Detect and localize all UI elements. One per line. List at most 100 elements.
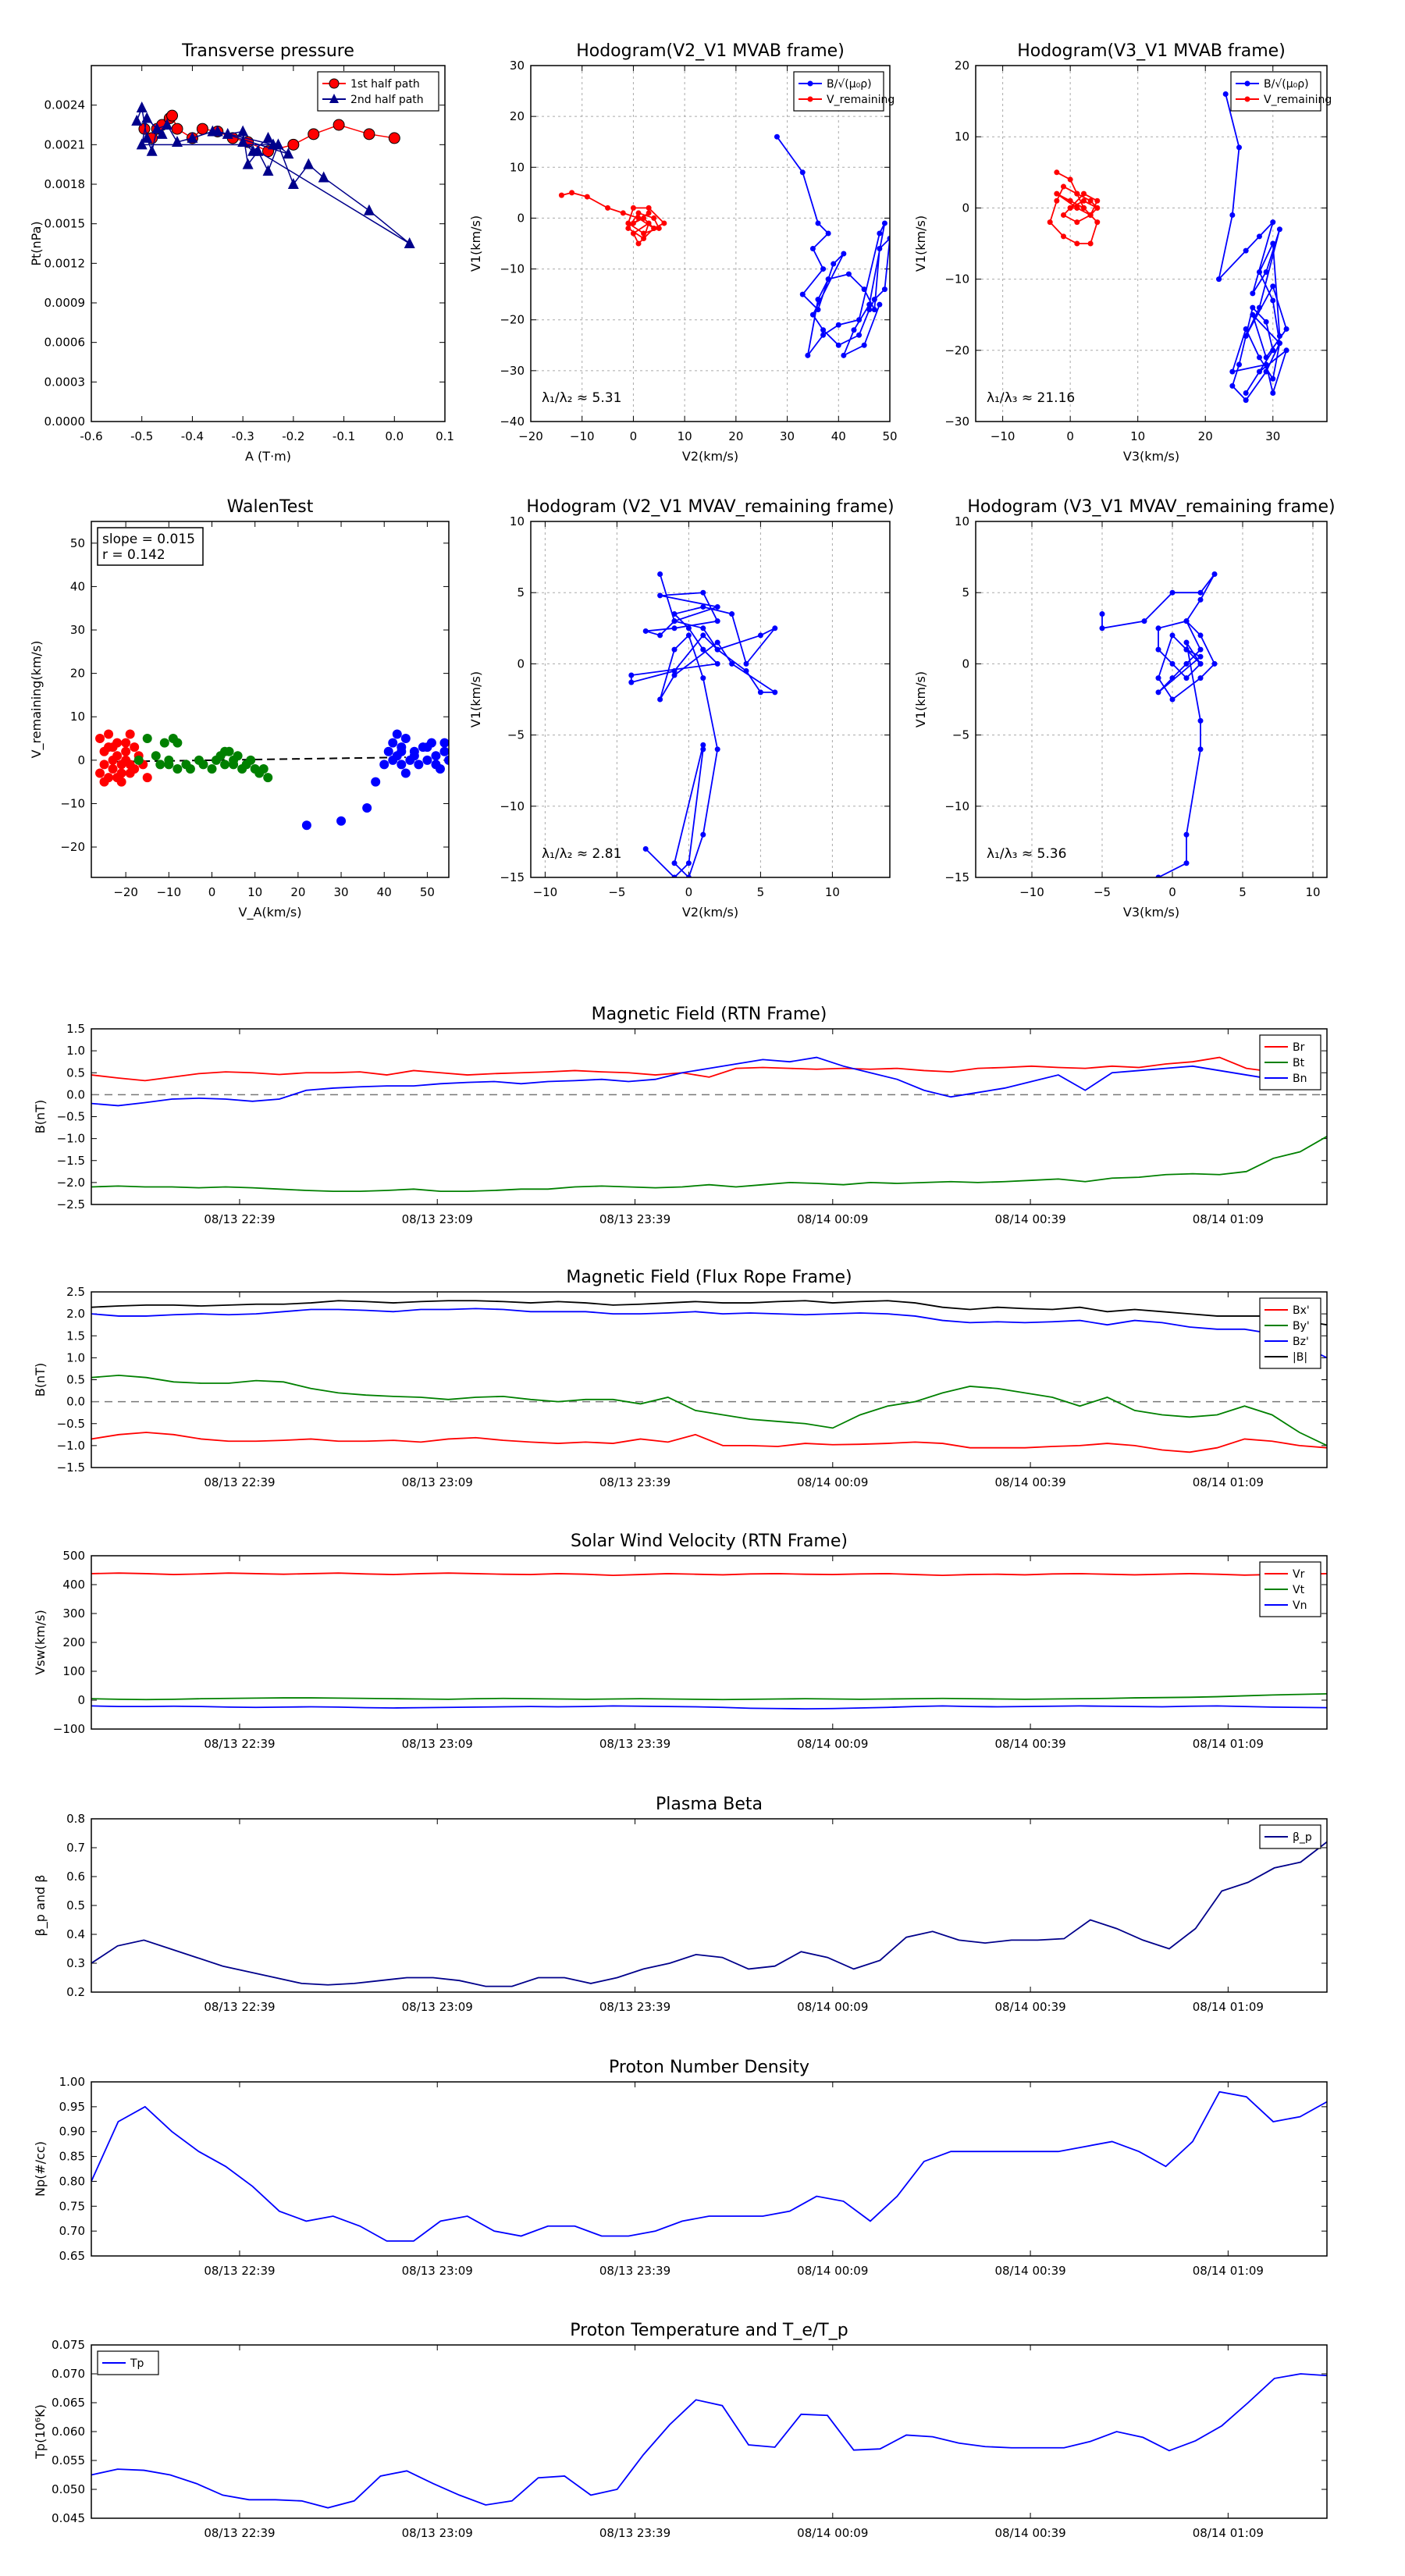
data-point bbox=[714, 618, 720, 624]
data-point bbox=[130, 742, 140, 753]
data-point bbox=[1169, 660, 1176, 667]
data-point bbox=[656, 225, 662, 231]
legend-label: B/√(μ₀ρ) bbox=[827, 78, 872, 91]
y-tick-label: 0.0021 bbox=[44, 137, 86, 151]
x-tick-label: 0 bbox=[1168, 885, 1176, 899]
annotation-text: r = 0.142 bbox=[102, 547, 165, 563]
data-point bbox=[881, 286, 887, 293]
data-point bbox=[1099, 611, 1105, 617]
chart-title: Plasma Beta bbox=[656, 1795, 763, 1814]
legend-label: Vr bbox=[1293, 1568, 1305, 1581]
chart-title: Hodogram (V3_V1 MVAV_remaining frame) bbox=[967, 497, 1335, 517]
data-point bbox=[700, 625, 706, 632]
x-tick-label: −10 bbox=[991, 429, 1016, 443]
data-point bbox=[1074, 219, 1080, 226]
x-tick-label: 10 bbox=[678, 429, 692, 443]
data-point bbox=[1270, 375, 1276, 382]
data-point bbox=[1243, 397, 1249, 404]
y-axis-label: Np(#/cc) bbox=[33, 2141, 48, 2197]
data-point bbox=[212, 125, 223, 137]
data-point bbox=[657, 696, 663, 703]
y-tick-label: −10 bbox=[60, 796, 85, 810]
data-point bbox=[851, 327, 857, 333]
x-tick-label: 08/14 00:09 bbox=[797, 1212, 868, 1226]
data-point bbox=[646, 220, 652, 226]
data-point bbox=[856, 332, 863, 338]
plot-frame bbox=[91, 65, 446, 422]
data-point bbox=[700, 646, 706, 653]
y-tick-label: 40 bbox=[70, 579, 85, 593]
data-point bbox=[333, 119, 345, 131]
y-tick-label: 0.6 bbox=[66, 1870, 85, 1884]
y-tick-label: 0.075 bbox=[52, 2338, 85, 2352]
chart-title: Hodogram (V2_V1 MVAV_remaining frame) bbox=[526, 497, 894, 517]
plot-frame bbox=[530, 65, 891, 422]
x-tick-label: 08/14 00:09 bbox=[797, 1475, 868, 1489]
data-point bbox=[112, 773, 123, 783]
plot-frame bbox=[91, 2344, 1328, 2519]
x-tick-label: 08/14 00:39 bbox=[994, 2000, 1065, 2014]
data-point bbox=[263, 773, 273, 783]
chart-title: Solar Wind Velocity (RTN Frame) bbox=[571, 1532, 848, 1551]
data-point bbox=[155, 760, 165, 770]
x-tick-label: 08/14 00:09 bbox=[797, 2000, 868, 2014]
series--b--line bbox=[91, 1300, 1327, 1326]
data-point bbox=[1080, 205, 1087, 211]
x-tick-label: 08/13 23:09 bbox=[402, 1475, 473, 1489]
legend-marker bbox=[1244, 96, 1250, 102]
data-point bbox=[1276, 226, 1282, 233]
data-point bbox=[1256, 354, 1262, 361]
x-tick-label: −5 bbox=[1094, 885, 1111, 899]
y-tick-label: −2.5 bbox=[57, 1197, 85, 1212]
data-point bbox=[835, 322, 841, 328]
x-tick-label: 08/14 00:39 bbox=[994, 1475, 1065, 1489]
y-tick-label: 0.0015 bbox=[44, 217, 86, 231]
x-tick-label: 5 bbox=[757, 885, 765, 899]
data-point bbox=[1276, 340, 1282, 347]
plot-area bbox=[91, 1841, 1327, 1987]
data-point bbox=[866, 307, 873, 313]
data-point bbox=[121, 738, 131, 748]
y-tick-label: −100 bbox=[53, 1722, 85, 1736]
data-point bbox=[887, 235, 890, 241]
chart-h21r: Hodogram (V2_V1 MVAV_remaining frame) −15… bbox=[468, 497, 895, 920]
y-tick-label: 0.060 bbox=[52, 2425, 85, 2439]
data-point bbox=[1263, 368, 1269, 375]
y-tick-label: 30 bbox=[510, 59, 525, 73]
y-tick-label: 10 bbox=[955, 514, 969, 528]
chart-title: Transverse pressure bbox=[181, 41, 354, 61]
plot-area bbox=[558, 133, 890, 358]
y-tick-label: 0.5 bbox=[66, 1373, 85, 1387]
data-point bbox=[1263, 354, 1269, 361]
data-point bbox=[700, 675, 706, 681]
x-tick-label: 0 bbox=[685, 885, 693, 899]
data-point bbox=[99, 777, 109, 787]
data-point bbox=[131, 114, 143, 126]
y-tick-label: 300 bbox=[62, 1606, 85, 1621]
data-point bbox=[877, 301, 883, 308]
series-bn-line bbox=[91, 1056, 1300, 1107]
data-point bbox=[774, 133, 780, 140]
data-point bbox=[104, 729, 114, 739]
data-point bbox=[141, 131, 153, 143]
data-point bbox=[809, 246, 816, 252]
data-point bbox=[1243, 333, 1249, 340]
data-point bbox=[400, 768, 411, 778]
annotation-text: λ₁/λ₂ ≈ 2.81 bbox=[542, 846, 621, 862]
data-point bbox=[635, 210, 642, 216]
y-tick-label: 0.0 bbox=[66, 1395, 85, 1409]
data-point bbox=[1183, 831, 1190, 838]
x-tick-label: 08/13 23:39 bbox=[599, 2264, 670, 2278]
y-tick-label: 1.0 bbox=[66, 1044, 85, 1058]
data-point bbox=[1183, 675, 1190, 681]
y-tick-label: −5 bbox=[507, 728, 525, 742]
data-point bbox=[1222, 91, 1229, 97]
data-point bbox=[1197, 632, 1204, 639]
legend-marker bbox=[807, 96, 813, 102]
data-point bbox=[1256, 233, 1262, 240]
y-tick-label: −20 bbox=[500, 313, 525, 327]
data-point bbox=[641, 230, 647, 237]
y-tick-label: 0.055 bbox=[52, 2453, 85, 2467]
chart-title: Hodogram(V3_V1 MVAB frame) bbox=[1017, 41, 1286, 61]
x-axis-label: A (T·m) bbox=[245, 449, 291, 464]
